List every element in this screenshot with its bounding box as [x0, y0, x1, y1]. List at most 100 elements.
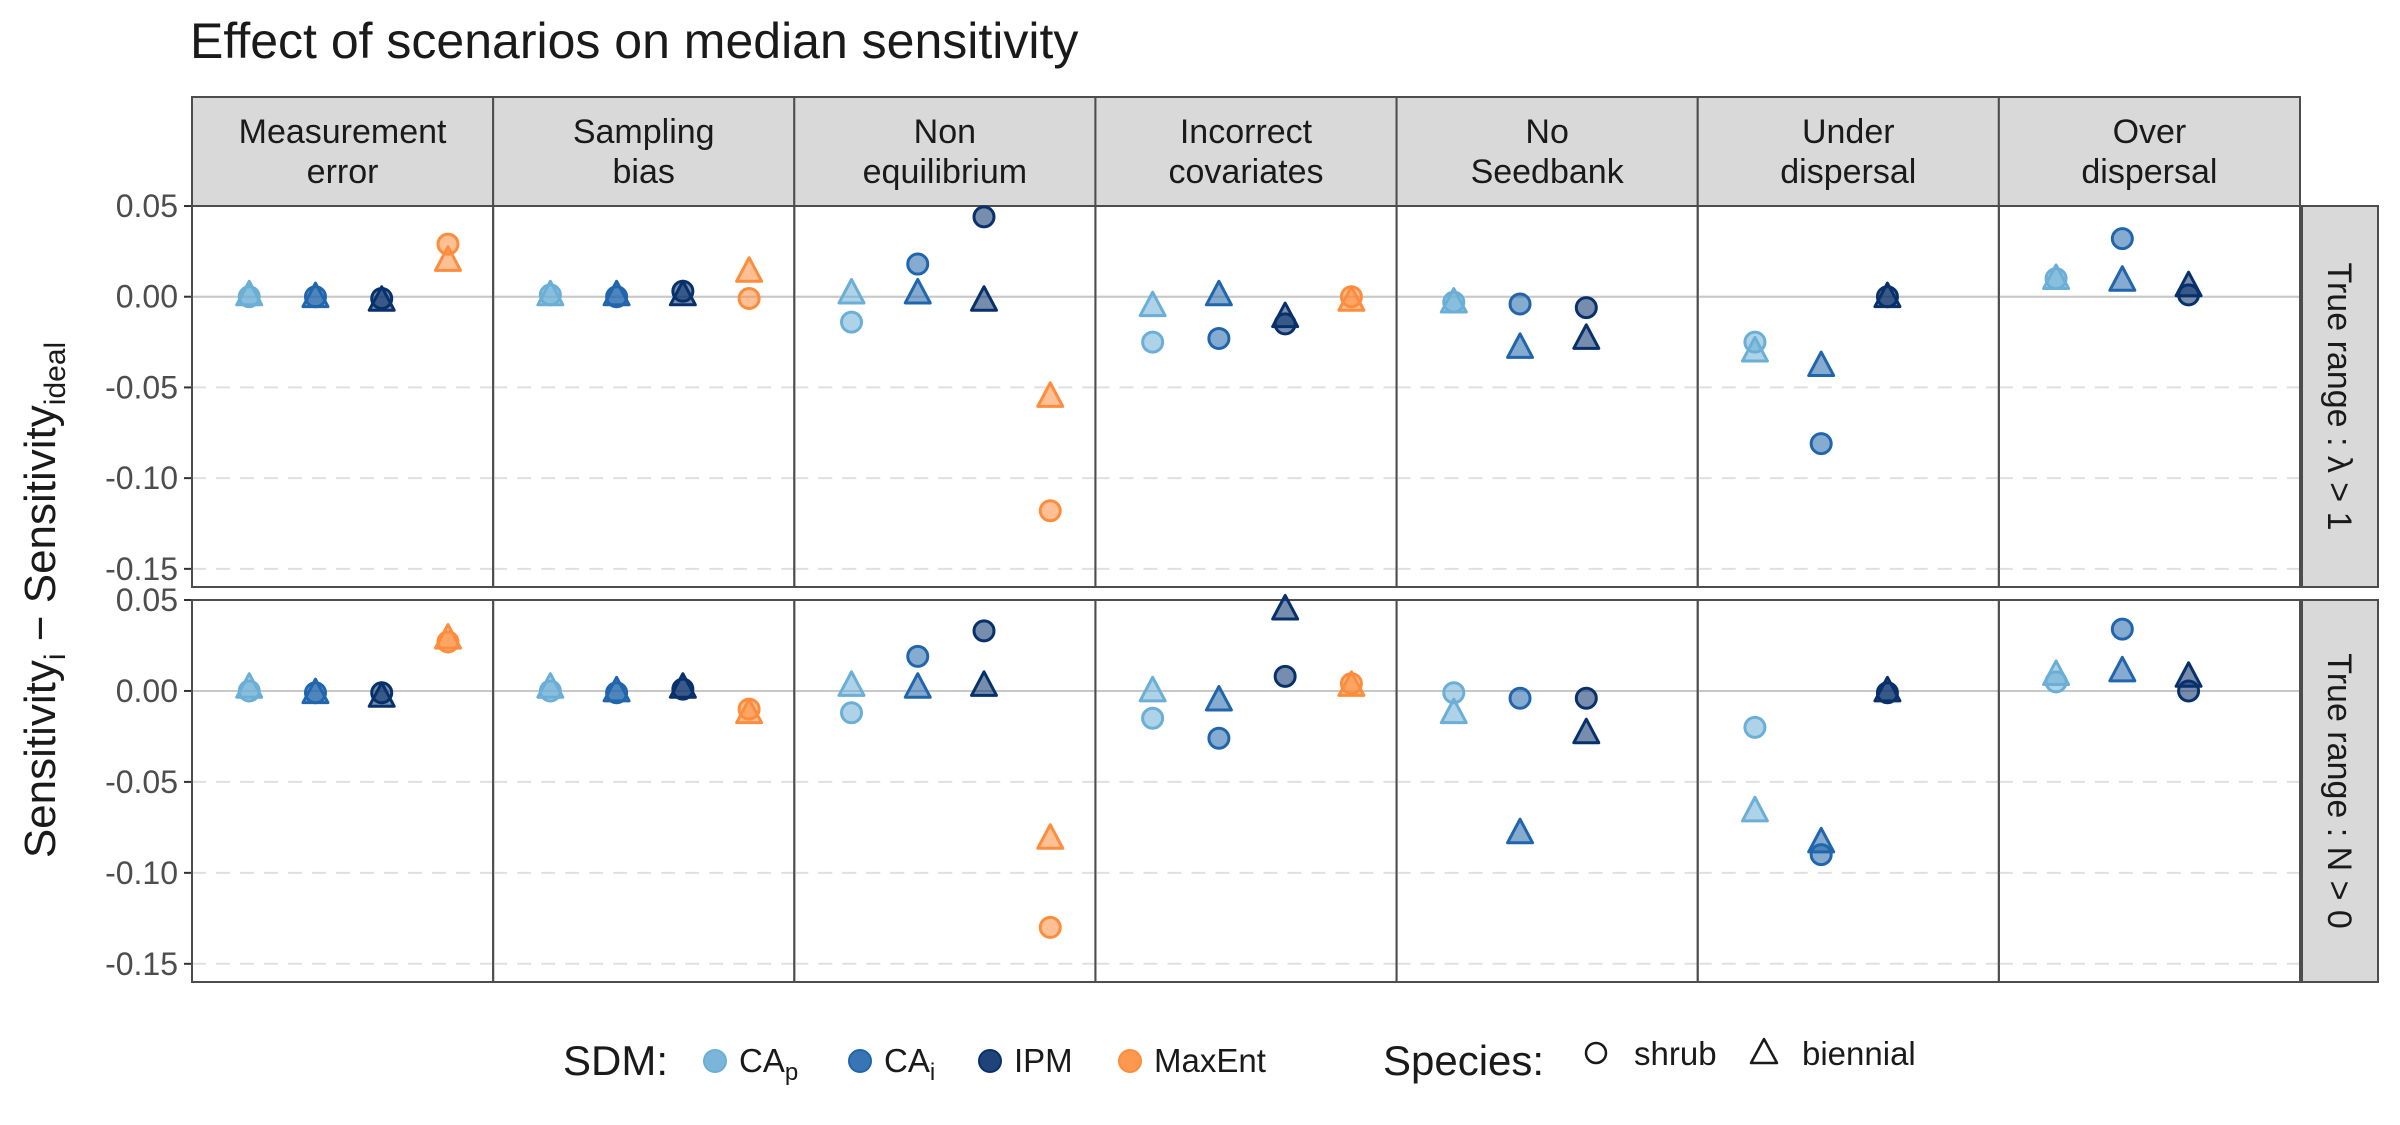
facet-strip-label: bias: [613, 153, 675, 191]
y-tick-label: -0.10: [105, 855, 178, 891]
point-biennial-CAi: [903, 672, 932, 699]
row-strip-label: True range : λ > 1: [2320, 262, 2358, 530]
facet-strip-label: equilibrium: [863, 153, 1027, 191]
point-biennial-IPM: [668, 279, 697, 307]
point-biennial-IPM: [1271, 301, 1300, 329]
point-biennial-IPM: [2174, 661, 2203, 688]
facet-panel: [1997, 599, 2302, 983]
y-axis-title-sub-ideal: ideal: [39, 342, 72, 405]
point-biennial-CAp: [1138, 290, 1167, 318]
point-biennial-IPM: [668, 672, 697, 699]
point-biennial-CAp: [837, 670, 866, 697]
point-shrub-IPM: [972, 205, 996, 229]
legend-label-main: CA: [739, 1042, 785, 1079]
point-biennial-IPM: [1271, 593, 1300, 621]
point-shrub-CAi: [1508, 292, 1532, 316]
point-shrub-MaxEnt: [737, 287, 761, 311]
point-biennial-IPM: [1572, 323, 1601, 350]
point-shrub-IPM: [1574, 686, 1598, 710]
point-shrub-IPM: [972, 619, 996, 643]
legend-key-shrub: [1584, 1041, 1608, 1065]
y-tick-label: 0.05: [116, 582, 178, 618]
legend-key-biennial: [1749, 1037, 1779, 1065]
point-biennial-CAi: [1506, 817, 1535, 845]
facet-strip-2: [793, 96, 1097, 207]
y-tick-label: 0.00: [116, 279, 178, 315]
row-strip-1: [2301, 599, 2379, 983]
point-biennial-CAi: [301, 281, 330, 309]
point-biennial-CAi: [1807, 350, 1836, 378]
legend-label: IPM: [1014, 1042, 1073, 1079]
y-axis-title-sub-i: i: [39, 653, 72, 660]
point-shrub-CAp: [1141, 330, 1165, 354]
facet-strip-label: Sampling: [573, 113, 715, 151]
facet-strip-label: Measurement: [239, 113, 447, 151]
facet-strip-label: covariates: [1169, 153, 1324, 191]
point-biennial-MaxEnt: [433, 245, 462, 272]
legend-label: CAp: [739, 1042, 798, 1086]
point-shrub-CAp: [840, 701, 864, 725]
y-tick-label: 0.00: [116, 673, 178, 709]
point-shrub-CAi: [1508, 686, 1532, 710]
point-biennial-CAp: [235, 672, 264, 699]
point-biennial-IPM: [2174, 270, 2203, 298]
point-shrub-IPM: [1574, 296, 1598, 320]
legend-label-shrub: shrub: [1634, 1035, 1717, 1072]
point-shrub-CAi: [1809, 432, 1833, 456]
point-shrub-IPM: [1273, 664, 1297, 688]
row-strip-0: [2301, 205, 2379, 588]
facet-panel: [492, 599, 796, 983]
legend-species-title: Species:: [1383, 1037, 1544, 1084]
point-biennial-CAi: [903, 277, 932, 305]
point-biennial-MaxEnt: [1337, 285, 1366, 312]
point-biennial-IPM: [1873, 281, 1902, 309]
legend: SDM: CAp CAi IPM MaxEnt Species: shrub biennial: [563, 1035, 1916, 1086]
facet-panel: [191, 599, 495, 983]
facet-strip-5: [1696, 96, 2000, 207]
facet-panel: [1395, 599, 1699, 983]
point-biennial-CAi: [602, 279, 631, 307]
point-biennial-MaxEnt: [1036, 823, 1065, 850]
point-biennial-CAi: [2108, 655, 2137, 683]
chart-title: Effect of scenarios on median sensitivit…: [190, 13, 1078, 69]
facet-strip-label: error: [307, 153, 379, 191]
facet-panel: [1395, 205, 1699, 588]
legend-key-maxent: [1118, 1049, 1142, 1073]
point-biennial-MaxEnt: [735, 256, 764, 283]
point-shrub-CAp: [1743, 715, 1767, 739]
point-biennial-CAp: [1138, 675, 1167, 703]
point-biennial-CAi: [602, 675, 631, 703]
point-biennial-MaxEnt: [735, 697, 764, 725]
facet-strip-1: [492, 96, 796, 207]
point-shrub-CAi: [2110, 617, 2134, 641]
facet-strip-label: No: [1525, 113, 1568, 151]
legend-sdm-title: SDM:: [563, 1037, 668, 1084]
facet-panel: [1997, 205, 2302, 588]
legend-label-sub: i: [930, 1059, 935, 1086]
facet-panel: [1094, 599, 1398, 983]
legend-label-main: IPM: [1014, 1042, 1073, 1079]
point-biennial-CAi: [1204, 279, 1233, 307]
point-biennial-CAp: [2042, 263, 2071, 290]
point-biennial-CAi: [2108, 265, 2137, 292]
legend-label-sub: p: [785, 1059, 798, 1086]
point-biennial-IPM: [367, 285, 396, 312]
y-tick-label: -0.05: [105, 764, 178, 800]
point-biennial-CAp: [235, 279, 264, 307]
point-biennial-IPM: [1873, 675, 1902, 703]
facet-strip-label: Seedbank: [1471, 153, 1625, 191]
point-shrub-CAi: [2110, 227, 2134, 251]
facet-strip-label: Under: [1802, 113, 1895, 151]
point-shrub-CAi: [1207, 726, 1231, 750]
legend-label: MaxEnt: [1154, 1042, 1266, 1079]
point-biennial-MaxEnt: [1337, 670, 1366, 697]
point-biennial-CAp: [1740, 795, 1769, 823]
facet-panel: [1094, 205, 1398, 588]
point-biennial-CAp: [536, 279, 565, 307]
point-shrub-CAp: [840, 310, 864, 334]
y-axis-title-mid: − Sensitivity: [16, 405, 65, 653]
point-biennial-CAi: [1506, 332, 1535, 359]
y-tick-label: -0.10: [105, 460, 178, 496]
